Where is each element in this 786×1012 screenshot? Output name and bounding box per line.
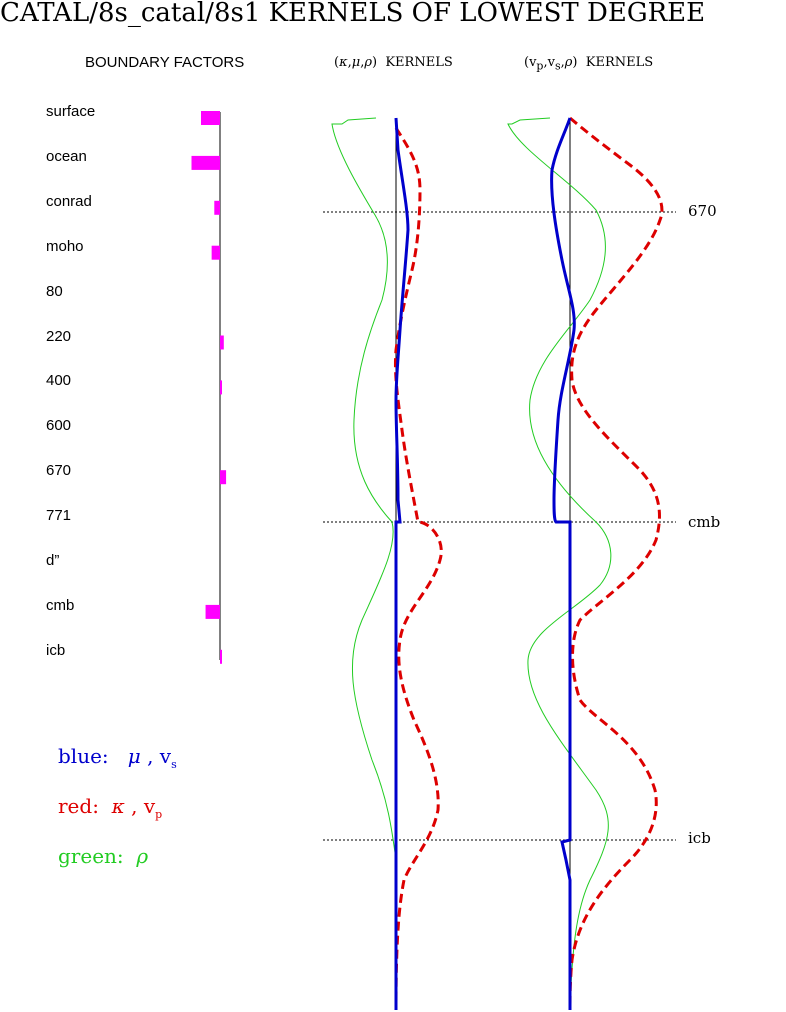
vvr-kernels-header: (vp,vs,ρ) KERNELS	[524, 55, 654, 73]
depth-label-icb: icb	[688, 829, 711, 847]
boundary-name: 600	[46, 417, 72, 435]
boundary-name: cmb	[46, 596, 75, 614]
boundary-name: icb	[46, 641, 66, 659]
boundary-factor-bar	[220, 649, 222, 664]
boundary-factor-bar	[211, 245, 220, 260]
boundary-name: 771	[46, 507, 72, 525]
boundary-factors-header: BOUNDARY FACTORS	[85, 54, 245, 71]
boundary-factor-bar	[205, 604, 220, 619]
boundary-name: surface	[46, 103, 96, 120]
boundary-name: 670	[46, 462, 72, 480]
boundary-factor-bar	[220, 335, 224, 350]
depth-label-cmb: cmb	[688, 513, 721, 531]
kmr-kernels-header: (κ,μ,ρ) KERNELS	[334, 55, 453, 70]
boundary-name: 400	[46, 372, 72, 390]
boundary-factor-bar	[220, 380, 222, 395]
page-title: CATAL/8s_catal/8s1 KERNELS OF LOWEST DEG…	[0, 0, 706, 28]
boundary-factor-bar	[201, 111, 220, 125]
kmr-rho-curve	[331, 117, 397, 1010]
boundary-name: ocean	[46, 147, 87, 165]
boundary-factor-bar	[220, 470, 227, 485]
boundary-name: d”	[46, 552, 60, 569]
boundary-factor-bar	[214, 200, 220, 215]
legend-green-label: green:	[58, 844, 124, 868]
legend-green: green: ρ	[58, 844, 149, 868]
vvr-vs-curve	[550, 117, 576, 1010]
legend-red-label: red:	[58, 794, 99, 818]
boundary-name: 220	[46, 327, 72, 345]
boundary-name: conrad	[46, 192, 92, 210]
depth-label-670: 670	[688, 202, 717, 220]
vvr-rho-curve	[507, 117, 612, 1011]
legend-red: red: κ , vp	[58, 794, 163, 821]
kmr-kappa-curve	[393, 127, 443, 1011]
legend-blue: blue: μ , vs	[58, 744, 177, 771]
kmr-mu-curve	[394, 117, 410, 1010]
legend-blue-label: blue:	[58, 744, 109, 768]
boundary-name: moho	[46, 237, 84, 255]
boundary-factor-bar	[191, 155, 220, 170]
vvr-vp-curve	[568, 116, 664, 1011]
boundary-name: 80	[46, 282, 63, 300]
